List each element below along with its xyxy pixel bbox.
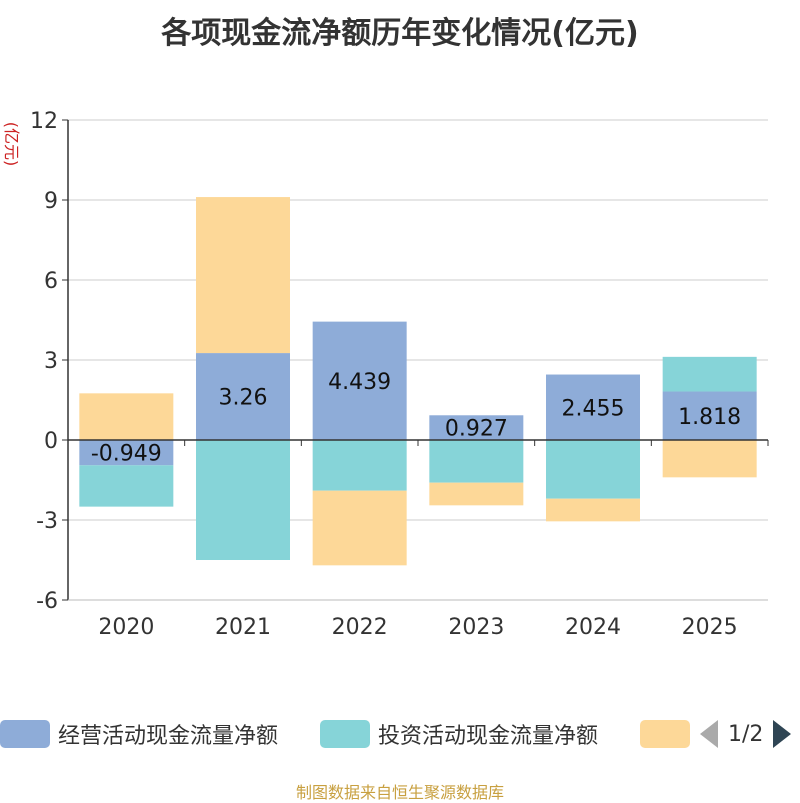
bar-series-0-2024 bbox=[546, 374, 640, 440]
bar-series-0-2020 bbox=[79, 440, 174, 466]
x-tick-label: 2022 bbox=[332, 615, 388, 640]
bar-series-0-2021 bbox=[196, 353, 290, 440]
bar-series-1-2025 bbox=[662, 356, 757, 392]
bar-series-0-2022 bbox=[312, 321, 407, 440]
y-tick-label: 9 bbox=[44, 189, 58, 214]
data-label: 4.439 bbox=[328, 370, 391, 395]
legend-swatch-operating bbox=[0, 720, 50, 748]
x-tick-label: 2024 bbox=[565, 615, 621, 640]
data-label: 1.818 bbox=[678, 405, 741, 430]
bar-series-2-2022 bbox=[312, 490, 407, 566]
data-label: -0.949 bbox=[91, 442, 162, 467]
y-tick-label: 0 bbox=[44, 429, 58, 454]
data-label: 2.455 bbox=[562, 396, 625, 421]
y-tick-label: 12 bbox=[30, 109, 58, 134]
legend-label-investing: 投资活动现金流量净额 bbox=[378, 724, 599, 749]
bar-series-1-2024 bbox=[546, 440, 640, 499]
legend: 经营活动现金流量净额 投资活动现金流量净额 bbox=[0, 716, 800, 752]
legend-item-financing[interactable] bbox=[640, 716, 698, 752]
legend-next-page-icon[interactable] bbox=[773, 720, 792, 748]
legend-swatch-financing bbox=[640, 720, 690, 748]
bar-series-1-2022 bbox=[312, 440, 407, 491]
bar-chart: -6 -3 0 3 6 9 12 2020 2021 2022 2023 2024 2025 -0.949… bbox=[30, 109, 769, 640]
legend-item-investing[interactable]: 投资活动现金流量净额 bbox=[320, 716, 598, 752]
bar-series-2-2020 bbox=[79, 393, 174, 440]
bar-series-1-2020 bbox=[79, 465, 174, 507]
bar-series-2-2023 bbox=[429, 482, 524, 506]
bar-series-1-2021 bbox=[196, 440, 290, 560]
x-tick-label: 2021 bbox=[215, 615, 271, 640]
data-source-footer: 制图数据来自恒生聚源数据库 bbox=[295, 783, 504, 802]
legend-swatch-investing bbox=[320, 720, 370, 748]
bar-series-2-2024 bbox=[546, 498, 640, 522]
x-tick-label: 2023 bbox=[448, 615, 504, 640]
bar-series-2-2025 bbox=[662, 440, 757, 478]
bar-series-2-2021 bbox=[196, 197, 290, 354]
legend-prev-page-icon[interactable] bbox=[700, 720, 718, 748]
legend-pager: 1/2 bbox=[700, 716, 800, 752]
y-tick-label: -6 bbox=[36, 589, 58, 614]
bar-series-1-2023 bbox=[429, 440, 524, 483]
legend-label-operating: 经营活动现金流量净额 bbox=[58, 724, 279, 749]
data-label: 0.927 bbox=[445, 417, 508, 442]
data-label: 3.26 bbox=[219, 386, 268, 411]
legend-page-indicator: 1/2 bbox=[728, 721, 764, 747]
chart-title: 各项现金流净额历年变化情况(亿元) bbox=[161, 16, 639, 51]
legend-item-operating[interactable]: 经营活动现金流量净额 bbox=[0, 716, 278, 752]
bar-series-0-2025 bbox=[662, 391, 757, 440]
y-tick-label: -3 bbox=[36, 509, 58, 534]
bar-series-0-2023 bbox=[429, 415, 524, 440]
x-tick-label: 2025 bbox=[682, 615, 738, 640]
x-tick-label: 2020 bbox=[98, 615, 154, 640]
y-tick-label: 6 bbox=[44, 269, 58, 294]
y-tick-label: 3 bbox=[44, 349, 58, 374]
